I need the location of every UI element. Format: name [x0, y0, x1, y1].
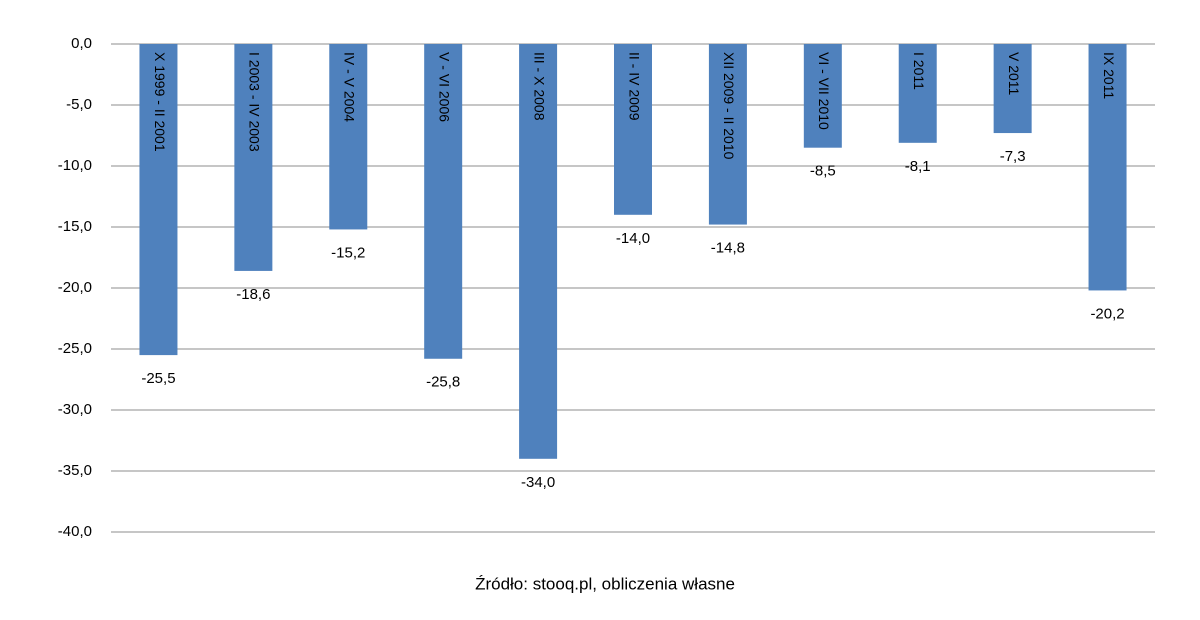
category-label: I 2011 — [911, 52, 927, 90]
category-label: IV - V 2004 — [342, 52, 358, 122]
category-label: I 2003 - IV 2003 — [247, 52, 263, 152]
bar — [993, 44, 1032, 134]
y-tick-label: -35,0 — [58, 462, 92, 479]
bar — [139, 44, 178, 356]
bar — [803, 44, 842, 148]
value-label: -34,0 — [521, 474, 555, 491]
category-label: V - VI 2006 — [436, 52, 452, 122]
bar — [898, 44, 937, 143]
y-tick-label: 0,0 — [71, 35, 92, 52]
category-label: III - X 2008 — [531, 52, 547, 121]
category-label: X 1999 - II 2001 — [152, 52, 168, 152]
bar — [1088, 44, 1127, 291]
bar — [234, 44, 273, 271]
y-tick-label: -5,0 — [66, 96, 92, 113]
category-label: VI - VII 2010 — [816, 52, 832, 130]
value-label: -7,3 — [1000, 148, 1026, 165]
value-label: -25,8 — [426, 374, 460, 391]
y-tick-label: -10,0 — [58, 157, 92, 174]
source-note: Źródło: stooq.pl, obliczenia własne — [475, 574, 735, 593]
y-tick-label: -20,0 — [58, 279, 92, 296]
y-tick-label: -30,0 — [58, 401, 92, 418]
bar — [519, 44, 558, 459]
bar — [614, 44, 652, 215]
category-label: II - IV 2009 — [626, 52, 642, 121]
value-label: -14,0 — [616, 230, 650, 247]
category-label: IX 2011 — [1101, 52, 1117, 99]
value-label: -20,2 — [1090, 305, 1124, 322]
value-label: -14,8 — [711, 240, 745, 257]
y-tick-label: -25,0 — [58, 340, 92, 357]
y-tick-label: -15,0 — [58, 218, 92, 235]
category-label: XII 2009 - II 2010 — [721, 52, 737, 160]
value-label: -15,2 — [331, 244, 365, 261]
value-label: -8,1 — [905, 158, 931, 175]
value-label: -8,5 — [810, 163, 836, 180]
category-label: V 2011 — [1006, 52, 1022, 96]
value-label: -25,5 — [141, 370, 175, 387]
bar — [424, 44, 463, 359]
y-tick-label: -40,0 — [58, 523, 92, 540]
bar — [329, 44, 368, 230]
value-label: -18,6 — [236, 286, 270, 303]
bar — [708, 44, 747, 225]
